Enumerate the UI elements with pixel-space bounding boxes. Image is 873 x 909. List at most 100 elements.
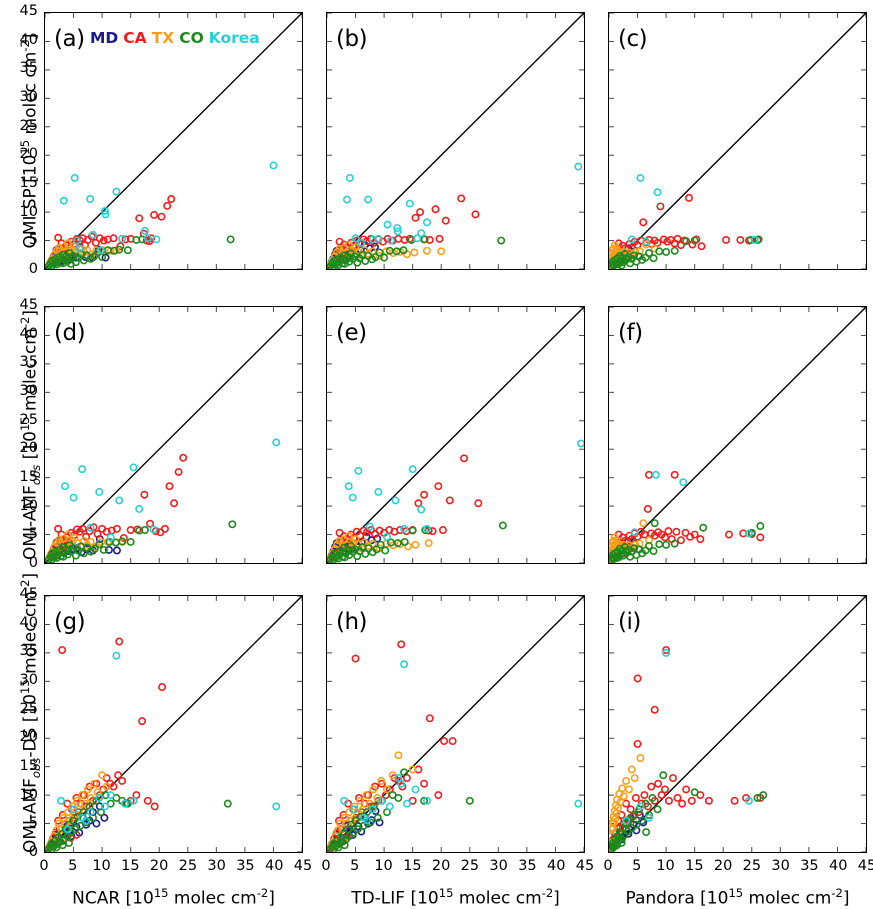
scatter-panel-g: [44, 595, 303, 853]
one-to-one-line: [609, 596, 866, 852]
x-tick-label: 35: [236, 858, 255, 874]
scatter-panel-f: [608, 306, 867, 564]
scatter-panel-h: [326, 595, 585, 853]
y-tick-label: 20: [19, 729, 38, 746]
series-korea: [61, 438, 281, 542]
x-tick-label: 15: [685, 858, 704, 874]
y-tick-label: 15: [19, 175, 38, 191]
x-axis-title-pandora: Pandora [1015 molec cm-2]: [625, 886, 850, 909]
series-co: [609, 519, 765, 563]
series-co: [45, 520, 237, 563]
series-korea: [344, 439, 584, 541]
y-tick-label: 15: [19, 469, 38, 485]
x-tick-label: 0: [39, 858, 49, 874]
y-axis-title-row3: OMI-AMFobs-DS [1015 molec cm-2]: [18, 572, 44, 853]
y-tick-label: 5: [28, 815, 38, 832]
series-korea: [343, 162, 583, 247]
y-tick-label: 0: [28, 844, 38, 860]
series-korea: [340, 660, 583, 825]
x-tick-label: 35: [518, 858, 537, 874]
series-ca: [47, 453, 188, 558]
scatter-panel-b: [326, 12, 585, 270]
series-co: [45, 235, 235, 269]
series-korea: [630, 470, 753, 538]
series-co: [609, 771, 768, 852]
x-tick-label: 25: [178, 858, 198, 874]
y-tick-label: 10: [19, 203, 38, 220]
x-axis-title-ncar: NCAR [1015 molec cm-2]: [72, 886, 275, 909]
x-tick-label: 20: [431, 858, 451, 874]
y-tick-label: 5: [28, 526, 38, 543]
scatter-panel-d: [44, 306, 303, 564]
x-tick-label: 30: [489, 858, 508, 874]
x-tick-label: 45: [857, 858, 873, 874]
y-tick-label: 25: [19, 117, 38, 134]
one-to-one-line: [45, 307, 302, 563]
x-tick-label: 45: [293, 858, 313, 874]
y-tick-label: 25: [19, 700, 38, 717]
y-tick-label: 40: [19, 31, 38, 48]
series-co: [609, 235, 763, 269]
y-tick-label: 20: [19, 440, 38, 457]
x-tick-label: 45: [575, 858, 595, 874]
x-tick-label: 5: [632, 858, 642, 874]
y-tick-label: 30: [19, 89, 38, 105]
series-co: [45, 791, 232, 852]
one-to-one-line: [327, 307, 584, 563]
y-tick-label: 40: [19, 325, 38, 342]
x-tick-label: 5: [350, 858, 360, 874]
series-korea: [627, 174, 759, 246]
y-tick-label: 5: [28, 232, 38, 249]
x-tick-label: 10: [92, 858, 111, 874]
x-tick-label: 20: [149, 858, 169, 874]
x-tick-label: 40: [828, 858, 848, 874]
y-tick-label: 30: [19, 383, 38, 399]
scatter-panel-a: [44, 12, 303, 270]
x-axis-title-td-lif: TD-LIF [1015 molec cm-2]: [351, 886, 560, 909]
y-axis-title-row2: OMI-AMFobs [1015 molec cm-2]: [18, 309, 44, 561]
y-tick-label: 10: [19, 786, 38, 803]
one-to-one-line: [609, 13, 866, 269]
series-tx: [609, 754, 645, 852]
one-to-one-line: [609, 307, 866, 563]
x-tick-label: 25: [742, 858, 762, 874]
x-tick-label: 35: [800, 858, 819, 874]
y-tick-label: 35: [19, 643, 38, 660]
one-to-one-line: [327, 13, 584, 269]
y-tick-label: 30: [19, 672, 38, 688]
x-tick-label: 10: [374, 858, 393, 874]
series-co: [327, 235, 506, 269]
scatter-panel-c: [608, 12, 867, 270]
y-tick-label: 0: [28, 261, 38, 277]
y-tick-label: 10: [19, 497, 38, 514]
series-korea: [59, 161, 278, 255]
x-tick-label: 15: [403, 858, 422, 874]
x-tick-label: 30: [771, 858, 790, 874]
y-tick-label: 45: [19, 3, 38, 19]
one-to-one-line: [45, 13, 302, 269]
series-korea: [57, 651, 281, 834]
x-tick-label: 10: [656, 858, 675, 874]
x-tick-label: 40: [546, 858, 566, 874]
y-tick-label: 45: [19, 586, 38, 602]
x-tick-label: 25: [460, 858, 480, 874]
y-axis-title-row1: OMI-SP [1015 molec cm-2]: [18, 33, 41, 249]
series-co: [327, 521, 507, 563]
x-tick-label: 40: [264, 858, 284, 874]
y-tick-label: 25: [19, 411, 38, 428]
series-korea: [622, 648, 753, 825]
x-tick-label: 20: [713, 858, 733, 874]
y-tick-label: 20: [19, 146, 38, 163]
x-tick-label: 5: [68, 858, 78, 874]
x-tick-label: 15: [121, 858, 140, 874]
scatter-panel-i: [608, 595, 867, 853]
x-tick-label: 0: [321, 858, 331, 874]
y-tick-label: 0: [28, 555, 38, 571]
y-tick-label: 40: [19, 614, 38, 631]
x-tick-label: 0: [603, 858, 613, 874]
scatter-panel-e: [326, 306, 585, 564]
y-tick-label: 35: [19, 354, 38, 371]
y-tick-label: 15: [19, 758, 38, 774]
y-tick-label: 35: [19, 60, 38, 77]
